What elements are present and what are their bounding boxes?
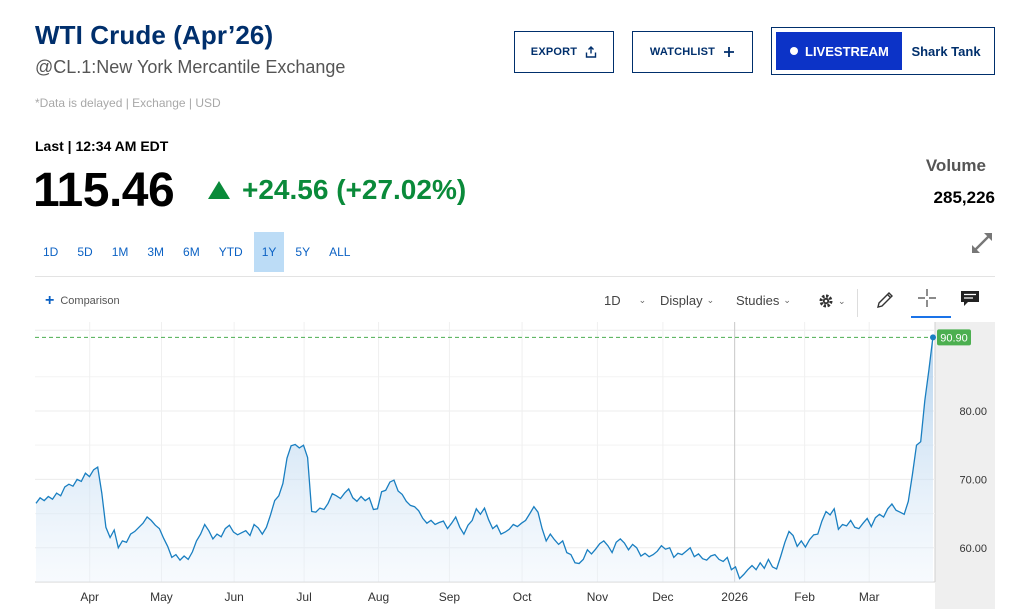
plus-icon: + (45, 292, 55, 309)
toolbar-separator (857, 289, 858, 317)
watchlist-label: WATCHLIST (649, 46, 716, 58)
delayed-note: *Data is delayed | Exchange | USD (35, 96, 221, 110)
shark-tank-link[interactable]: Shark Tank (911, 43, 981, 59)
livestream-panel: LIVESTREAM Shark Tank (771, 27, 995, 75)
range-ytd[interactable]: YTD (218, 245, 243, 259)
change-value: +24.56 (+27.02%) (242, 174, 467, 205)
x-tick-label: Oct (513, 590, 532, 604)
exchange-subtitle: @CL.1:New York Mercantile Exchange (35, 57, 346, 77)
livestream-label: LIVESTREAM (805, 43, 889, 59)
comparison-button[interactable]: + Comparison (45, 292, 120, 309)
volume-label: Volume (925, 156, 986, 175)
plus-icon (724, 47, 735, 57)
expand-icon[interactable] (969, 230, 995, 256)
range-selector: 1D 5D 1M 3M 6M YTD 1Y 5Y ALL (35, 232, 361, 272)
settings-dropdown[interactable]: ⌄ (818, 293, 846, 309)
pencil-icon[interactable] (875, 290, 895, 310)
y-tick-label: 70.00 (959, 474, 987, 486)
export-button[interactable]: EXPORT (514, 31, 614, 73)
chevron-down-icon: ⌄ (706, 295, 715, 305)
range-1m[interactable]: 1M (111, 245, 129, 259)
export-label: EXPORT (530, 46, 578, 58)
interval-dropdown[interactable]: 1D ⌄ (604, 293, 646, 308)
interval-label: 1D (604, 293, 621, 308)
price-chart-svg: 60.00 70.00 80.00 Apr May Jun Jul Aug Sep Oct Nov D… (35, 322, 995, 609)
x-tick-label: Jul (296, 590, 311, 604)
studies-label: Studies (736, 293, 780, 308)
gear-icon (819, 294, 833, 308)
x-tick-label: Nov (587, 590, 608, 604)
x-tick-label: Dec (652, 590, 673, 604)
range-all[interactable]: ALL (329, 245, 351, 259)
x-tick-label: Mar (859, 590, 880, 604)
y-tick-label: 60.00 (959, 543, 987, 555)
y-axis-panel (935, 322, 995, 609)
last-value-point (930, 334, 936, 341)
price-line (35, 336, 934, 580)
comparison-label: Comparison (60, 295, 120, 307)
range-1y[interactable]: 1Y (253, 232, 285, 272)
volume-value: 285,226 (933, 188, 995, 207)
crosshair-icon[interactable] (917, 288, 937, 308)
studies-dropdown[interactable]: Studies ⌄ (736, 293, 791, 308)
chevron-down-icon: ⌄ (783, 295, 791, 305)
x-tick-label: 2026 (721, 590, 748, 604)
share-icon (586, 46, 597, 58)
chart-toolbar: + Comparison 1D ⌄ Display ⌄ Studies ⌄ ⌄ (35, 285, 995, 319)
chevron-down-icon: ⌄ (638, 295, 647, 305)
x-tick-label: May (150, 590, 173, 604)
last-timestamp: Last | 12:34 AM EDT (35, 138, 169, 154)
price-chart[interactable]: 60.00 70.00 80.00 Apr May Jun Jul Aug Sep Oct Nov D… (35, 322, 995, 609)
x-tick-label: Apr (80, 590, 99, 604)
x-tick-label: Aug (368, 590, 389, 604)
watchlist-button[interactable]: WATCHLIST (632, 31, 753, 73)
range-3m[interactable]: 3M (147, 245, 165, 259)
y-tick-label: 80.00 (959, 406, 987, 418)
range-5y[interactable]: 5Y (295, 245, 311, 259)
price-change: +24.56 (+27.02%) (208, 174, 466, 206)
comment-icon[interactable] (960, 290, 980, 308)
section-divider (35, 276, 995, 277)
last-value-label: 90.90 (940, 332, 968, 344)
crosshair-active-indicator (911, 316, 951, 318)
display-dropdown[interactable]: Display ⌄ (660, 293, 714, 308)
livestream-button[interactable]: LIVESTREAM (776, 32, 902, 70)
range-1d[interactable]: 1D (43, 245, 59, 259)
last-price: 115.46 (33, 164, 175, 217)
x-tick-label: Jun (224, 590, 243, 604)
arrow-up-icon (208, 181, 230, 199)
page-title: WTI Crude (Apr’26) (35, 20, 274, 50)
x-tick-label: Feb (794, 590, 815, 604)
display-label: Display (660, 293, 703, 308)
last-value-tag (937, 329, 971, 346)
price-area (36, 336, 933, 582)
live-dot-icon (790, 47, 798, 55)
range-6m[interactable]: 6M (183, 245, 200, 259)
range-5d[interactable]: 5D (77, 245, 93, 259)
x-tick-label: Sep (439, 590, 461, 604)
chevron-down-icon: ⌄ (838, 295, 846, 306)
